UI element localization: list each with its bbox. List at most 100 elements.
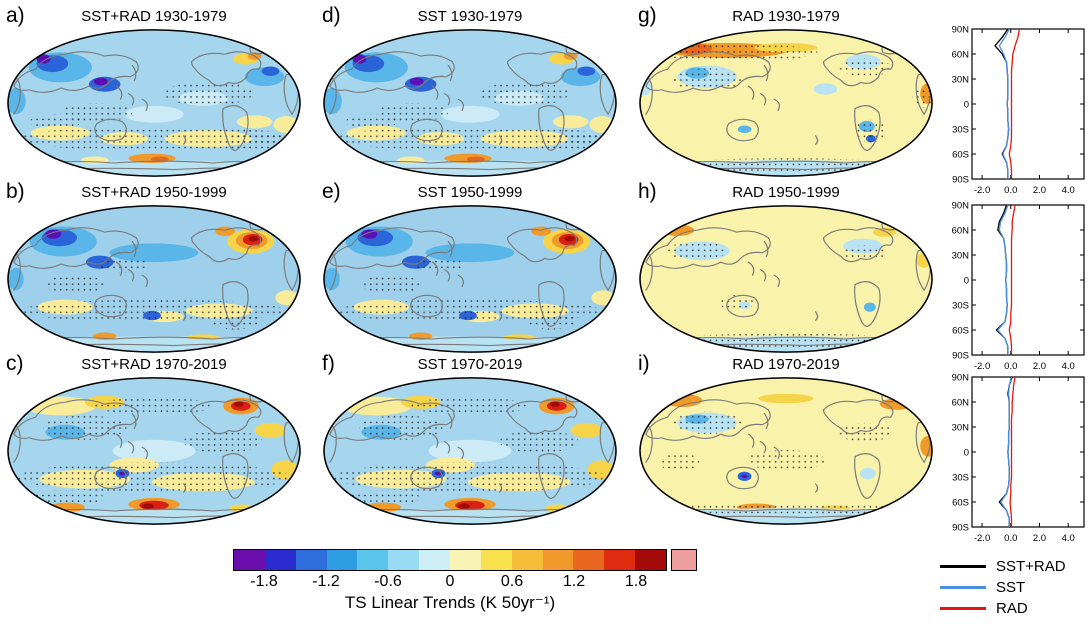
world-map-i [639, 377, 933, 525]
panel-letter-i: i) [638, 352, 650, 375]
zonal-ytick-label: 90N [952, 202, 970, 212]
zonal-xtick-label: -2.0 [974, 533, 990, 544]
zonal-xtick-label: 2.0 [1033, 533, 1046, 544]
colorbar-segment [295, 550, 327, 570]
zonal-line-rad [1009, 376, 1016, 527]
panel-letter-c: c) [6, 352, 24, 375]
panel-letter-g: g) [638, 4, 657, 27]
colorbar-segment [326, 550, 358, 570]
zonal-ytick-label: 30N [952, 423, 970, 434]
zonal-line-sst [999, 376, 1013, 527]
zonal-ytick-label: 90S [952, 351, 969, 362]
panel-title-b: SST+RAD 1950-1999 [81, 184, 227, 201]
colorbar-label: TS Linear Trends (K 50yr⁻¹) [344, 593, 556, 612]
zonal-line-sst [996, 204, 1009, 355]
zonal-plot-2: 90N 60N 30N 0 30S 60S 90S -2.0 0.0 2.0 4.0 [952, 202, 1085, 372]
zonal-ytick-label: 0 [964, 276, 969, 287]
colorbar-segment [264, 550, 296, 570]
colorbar-tick-label: 1.2 [562, 573, 586, 590]
panel-title-c: SST+RAD 1970-2019 [81, 356, 227, 373]
colorbar-tick-label: -0.6 [374, 573, 402, 590]
zonal-xtick-label: 0.0 [1004, 185, 1017, 196]
panel-letter-a: a) [6, 4, 25, 27]
zonal-ytick-label: 30S [952, 125, 969, 136]
panel-title-h: RAD 1950-1999 [732, 184, 840, 201]
colorbar-tick-label: -1.8 [250, 573, 278, 590]
panel-title-e: SST 1950-1999 [417, 184, 523, 201]
colorbar-tick-label: -1.2 [312, 573, 340, 590]
zonal-xtick-label: -2.0 [974, 361, 990, 372]
zonal-line-rad [1008, 204, 1016, 355]
zonal-ytick-label: 30N [952, 75, 970, 86]
zonal-ytick-label: 30S [952, 473, 969, 484]
legend-item-sst: SST [940, 578, 1080, 598]
zonal-ytick-label: 60N [952, 398, 970, 409]
zonal-line-sst [998, 28, 1010, 179]
world-map-f [323, 377, 617, 525]
world-map-h [639, 205, 933, 353]
colorbar-tick-label: 0.6 [500, 573, 524, 590]
colorbar-gradient [233, 549, 667, 571]
world-map-d [323, 29, 617, 177]
legend-line-sample [940, 586, 986, 589]
panel-title-f: SST 1970-2019 [417, 356, 523, 373]
zonal-xtick-label: 4.0 [1062, 533, 1075, 544]
colorbar-tick-label: 0 [445, 573, 455, 590]
colorbar-segment [542, 550, 574, 570]
panel-letter-b: b) [6, 180, 25, 203]
colorbar-segment [480, 550, 512, 570]
colorbar-segment [635, 550, 667, 570]
colorbar-segment [604, 550, 636, 570]
zonal-xtick-label: 4.0 [1062, 361, 1075, 372]
zonal-xtick-label: 0.0 [1004, 361, 1017, 372]
panel-letter-f: f) [322, 352, 335, 375]
zonal-xtick-label: 2.0 [1033, 185, 1046, 196]
panel-title-d: SST 1930-1979 [417, 8, 523, 25]
colorbar-over-segment [671, 549, 697, 571]
world-map-c [7, 377, 301, 525]
zonal-ytick-label: 90N [952, 374, 970, 384]
zonal-ytick-label: 60N [952, 50, 970, 61]
legend-label: SST [996, 579, 1026, 596]
legend-label: SST+RAD [996, 558, 1066, 575]
legend-label: RAD [996, 600, 1028, 617]
legend-line-sample [940, 607, 986, 610]
zonal-line-rad [1008, 28, 1021, 179]
legend-item-rad: RAD [940, 599, 1080, 619]
world-map-g [639, 29, 933, 177]
zonal-ytick-label: 60S [952, 498, 969, 509]
colorbar-segment [388, 550, 420, 570]
panel-letter-e: e) [322, 180, 341, 203]
zonal-ytick-label: 30S [952, 301, 969, 312]
zonal-xtick-label: 2.0 [1033, 361, 1046, 372]
colorbar-segment [450, 550, 481, 570]
legend-item-sst-rad: SST+RAD [940, 557, 1080, 577]
zonal-plot-1: 90N 60N 30N 0 30S 60S 90S -2.0 0.0 2.0 4.0 [952, 26, 1085, 196]
panel-title-i: RAD 1970-2019 [732, 356, 840, 373]
zonal-xtick-label: 0.0 [1004, 533, 1017, 544]
zonal-xtick-label: -2.0 [974, 185, 990, 196]
zonal-ytick-label: 60S [952, 150, 969, 161]
panel-letter-h: h) [638, 180, 657, 203]
legend-line-sample [940, 565, 986, 568]
panel-title-g: RAD 1930-1979 [732, 8, 840, 25]
zonal-ytick-label: 0 [964, 100, 969, 111]
zonal-ytick-label: 60S [952, 326, 969, 337]
world-map-a [7, 29, 301, 177]
panel-title-a: SST+RAD 1930-1979 [81, 8, 227, 25]
world-map-b [7, 205, 301, 353]
zonal-ytick-label: 90S [952, 523, 969, 534]
zonal-plot-3: 90N 60N 30N 0 30S 60S 90S -2.0 0.0 2.0 4.0 [952, 374, 1085, 544]
zonal-ytick-label: 30N [952, 251, 970, 262]
zonal-xtick-label: 4.0 [1062, 185, 1075, 196]
colorbar-segment [357, 550, 389, 570]
zonal-ytick-label: 0 [964, 448, 969, 459]
colorbar-segment [419, 550, 451, 570]
zonal-ytick-label: 90N [952, 26, 970, 36]
zonal-ytick-label: 60N [952, 226, 970, 237]
colorbar-tick-label: 1.8 [624, 573, 648, 590]
